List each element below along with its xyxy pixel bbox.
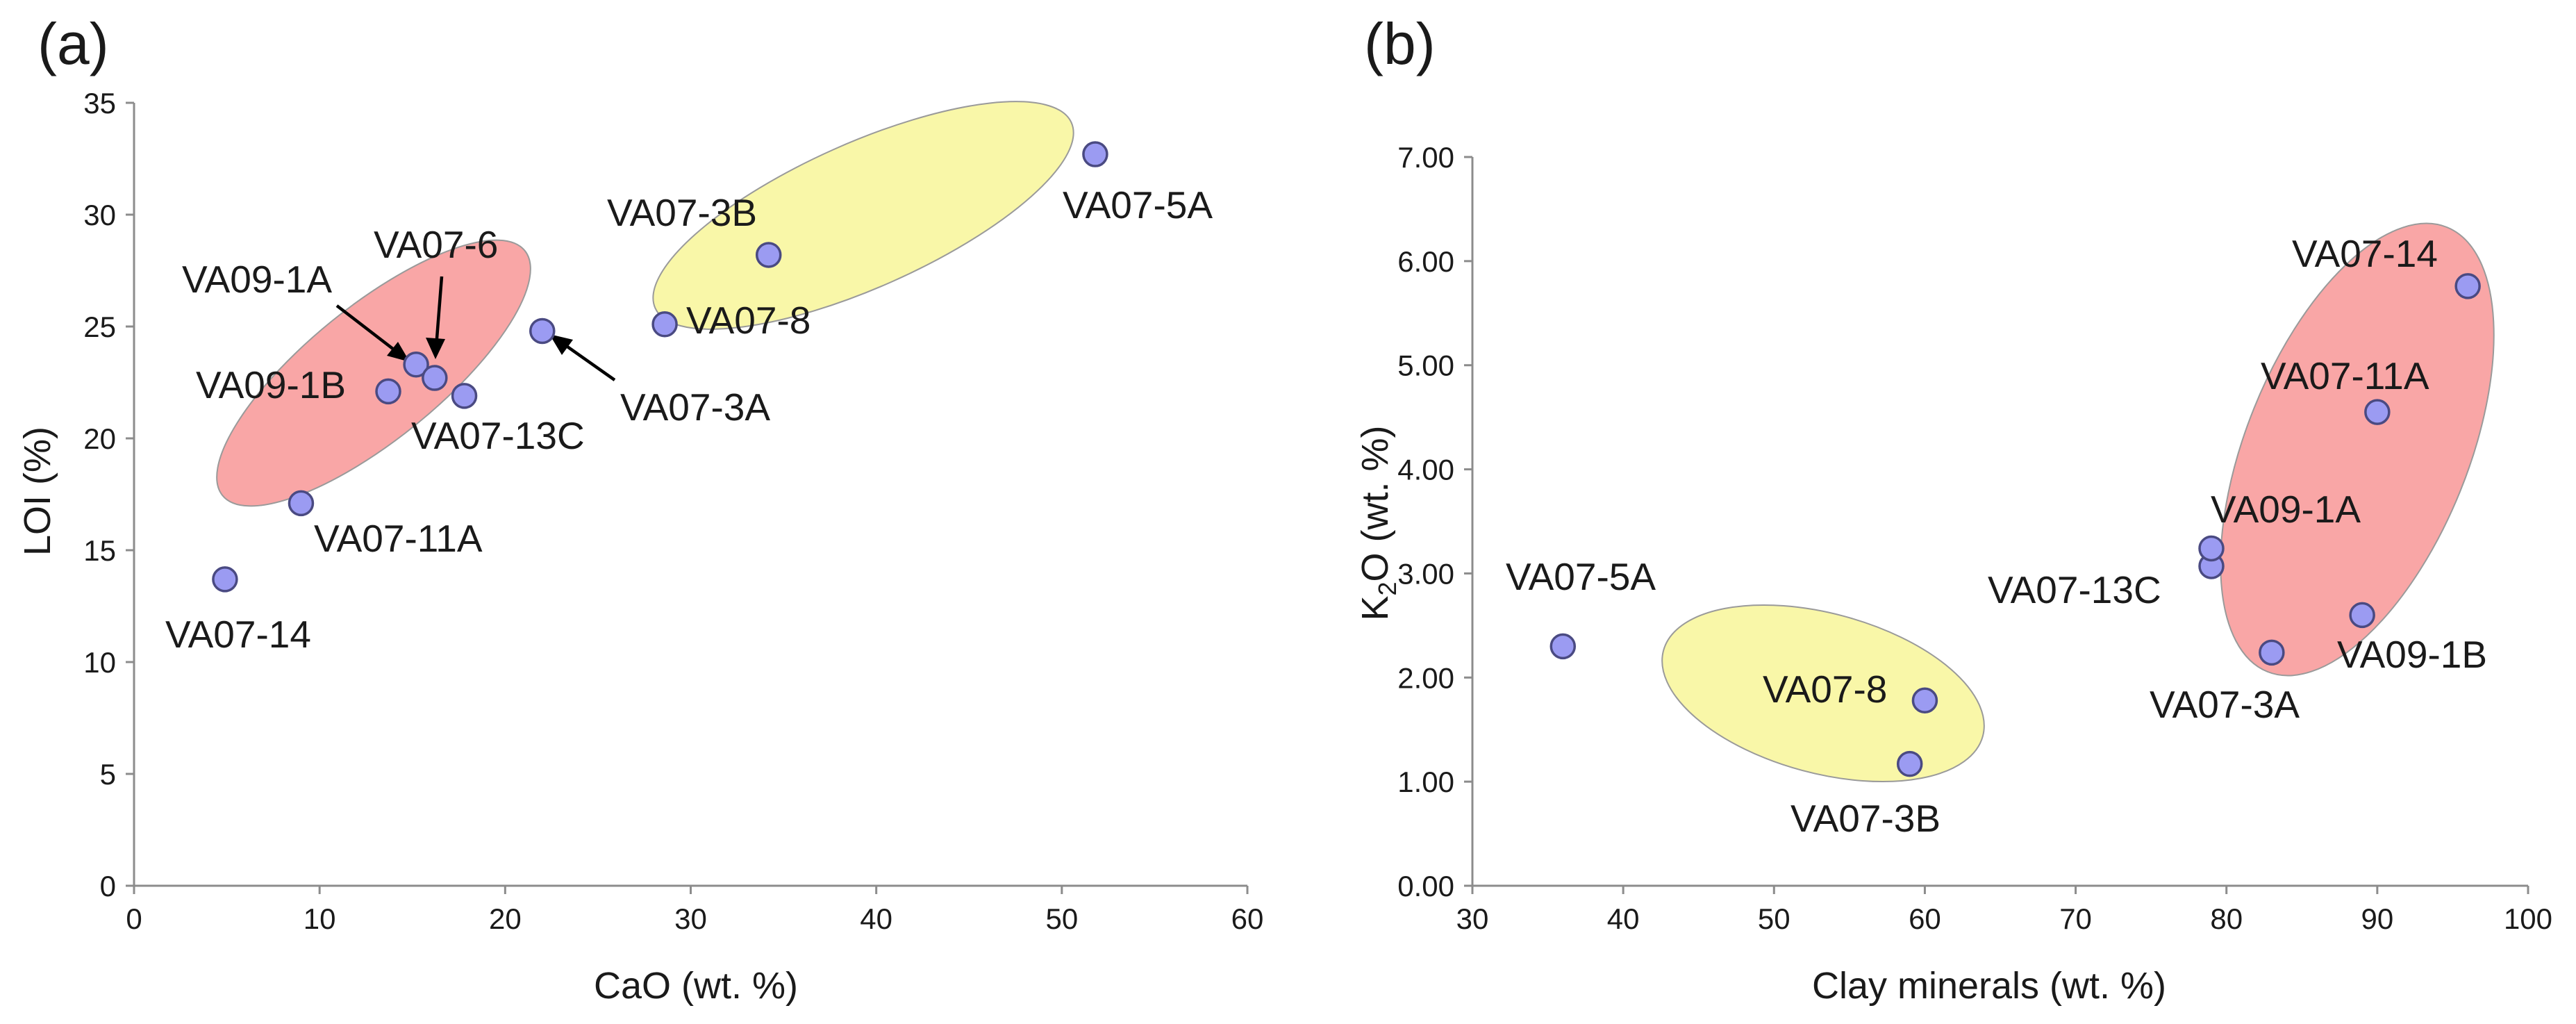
arrow-va07-6 — [434, 276, 444, 348]
panel-label-a: (a) — [38, 11, 109, 76]
y-tick-label: 15 — [83, 534, 116, 567]
data-point-va09-1b — [2349, 602, 2375, 629]
point-label-va07-13c: VA07-13C — [1988, 568, 2161, 611]
arrowhead-va07-6 — [426, 338, 445, 359]
panel-b-clay-content: (b) 30 40 50 60 70 80 90 100 0.00 1.00 2.00 3.00 4.0… — [1354, 11, 2552, 1007]
data-point-va07-3a — [529, 317, 556, 345]
arrowhead-va07-3a — [549, 334, 573, 355]
y-tick-label: 35 — [83, 87, 116, 119]
arrow-va07-3a — [559, 340, 616, 381]
point-label-va07-8: VA07-8 — [1763, 668, 1887, 711]
panel-a-lime-content: (a) 0 10 20 30 40 50 60 0 5 10 15 20 25 30 35 VA07-14 … — [17, 11, 1263, 1007]
data-point-va09-1a — [2198, 535, 2225, 562]
x-tick-label: 60 — [1231, 902, 1264, 935]
data-point-va09-1b — [375, 378, 401, 405]
y-tick-label: 30 — [83, 199, 116, 231]
panel-b-y-axis-title-subscript: 2 — [1373, 581, 1402, 595]
panel-a-x-axis-title: CaO (wt. %) — [594, 965, 798, 1007]
data-point-va07-3b — [1896, 750, 1923, 777]
x-tick-label: 80 — [2210, 902, 2243, 935]
y-tick-label: 2.00 — [1397, 661, 1454, 694]
y-tick-label: 6.00 — [1397, 245, 1454, 278]
arrow-va09-1a — [335, 304, 401, 356]
point-label-va07-6: VA07-6 — [374, 223, 498, 266]
data-point-va07-3a — [2259, 639, 2285, 666]
point-label-va09-1a: VA09-1A — [2211, 488, 2361, 531]
y-tick-label: 10 — [83, 646, 116, 679]
arrowhead-va09-1a — [387, 342, 410, 362]
x-tick-label: 90 — [2361, 902, 2393, 935]
data-point-va07-14 — [212, 566, 238, 593]
group-ellipse-second — [2220, 222, 2495, 677]
point-label-va07-5a: VA07-5A — [1063, 183, 1213, 226]
y-tick-label: 5 — [100, 758, 116, 791]
panel-a-points — [212, 141, 1108, 593]
panel-b-y-axis-title: K2O (wt. %) — [1354, 425, 1402, 620]
panel-a-point-labels: VA07-14 VA07-11A VA09-1B VA09-1A VA07-6 … — [165, 183, 1213, 656]
point-label-va07-14: VA07-14 — [165, 613, 311, 656]
point-label-va07-3a: VA07-3A — [2150, 683, 2300, 726]
data-point-va07-11a — [2364, 399, 2391, 425]
y-tick-label: 3.00 — [1397, 557, 1454, 590]
x-tick-label: 40 — [1607, 902, 1640, 935]
point-label-va07-3a: VA07-3A — [620, 386, 770, 429]
x-tick-label: 50 — [1758, 902, 1790, 935]
point-label-va09-1a: VA09-1A — [182, 258, 332, 301]
data-point-va07-8 — [651, 311, 678, 338]
panel-b-x-axis-title: Clay minerals (wt. %) — [1812, 965, 2166, 1007]
y-tick-label: 4.00 — [1397, 454, 1454, 486]
y-tick-label: 5.00 — [1397, 349, 1454, 382]
data-point-va07-14 — [2454, 273, 2481, 299]
point-label-va07-13c: VA07-13C — [411, 414, 585, 457]
x-tick-label: 20 — [489, 902, 522, 935]
group-ellipse-first — [216, 239, 531, 507]
x-tick-label: 10 — [304, 902, 336, 935]
panel-a-groups — [216, 101, 1074, 507]
panel-b-point-labels: VA07-5A VA07-8 VA07-3B VA07-13C VA09-1A … — [1506, 232, 2487, 840]
point-label-va07-3b: VA07-3B — [1790, 797, 1941, 840]
y-tick-label: 0.00 — [1397, 870, 1454, 902]
data-point-va09-1a — [403, 351, 429, 378]
group-ellipse-first — [1661, 604, 1985, 783]
panel-b-groups — [1661, 222, 2495, 783]
point-label-va07-11a: VA07-11A — [314, 517, 483, 560]
panel-b-ticks: 30 40 50 60 70 80 90 100 0.00 1.00 2.00 3.00 4.00 5.0… — [1397, 141, 2552, 935]
point-label-va07-8: VA07-8 — [686, 299, 811, 342]
point-label-va09-1b: VA09-1B — [196, 363, 346, 406]
x-tick-label: 70 — [2059, 902, 2092, 935]
data-point-va07-5a — [1549, 633, 1577, 660]
data-point-va07-13c — [451, 383, 478, 409]
point-label-va09-1b: VA09-1B — [2337, 633, 2487, 676]
panel-b-points — [1549, 273, 2481, 777]
panel-a-arrows — [335, 276, 616, 381]
point-label-va07-3b: VA07-3B — [607, 191, 757, 234]
group-ellipse-second — [652, 101, 1074, 330]
x-tick-label: 100 — [2504, 902, 2552, 935]
panel-b-y-axis-title-k: K — [1354, 596, 1396, 621]
y-tick-label: 7.00 — [1397, 141, 1454, 174]
y-tick-label: 20 — [83, 422, 116, 455]
y-tick-label: 1.00 — [1397, 766, 1454, 798]
x-tick-label: 30 — [1456, 902, 1489, 935]
panel-label-b: (b) — [1364, 11, 1436, 76]
data-point-va07-6 — [422, 365, 448, 391]
point-label-va07-14: VA07-14 — [2292, 232, 2438, 275]
panel-b-y-axis-title-rest: O (wt. %) — [1354, 425, 1396, 581]
panel-a-y-axis-title: LOI (%) — [17, 427, 58, 556]
x-tick-label: 40 — [860, 902, 892, 935]
data-point-va07-8 — [1911, 687, 1938, 714]
panel-a-ticks: 0 10 20 30 40 50 60 0 5 10 15 20 25 30 35 — [83, 87, 1263, 935]
x-tick-label: 30 — [674, 902, 707, 935]
data-point-va07-3b — [755, 242, 782, 268]
data-point-va07-5a — [1082, 141, 1108, 167]
data-point-va07-11a — [288, 490, 315, 517]
y-tick-label: 25 — [83, 311, 116, 343]
point-label-va07-11a: VA07-11A — [2261, 354, 2429, 397]
x-tick-label: 0 — [126, 902, 142, 935]
x-tick-label: 50 — [1045, 902, 1078, 935]
y-tick-label: 0 — [100, 870, 116, 902]
x-tick-label: 60 — [1909, 902, 1941, 935]
point-label-va07-5a: VA07-5A — [1506, 555, 1656, 598]
